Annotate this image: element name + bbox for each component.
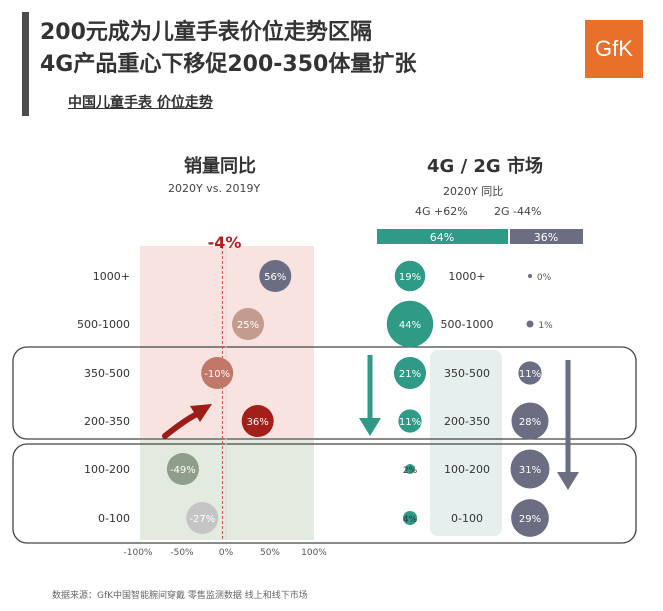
share-bubble-label: 19% <box>399 272 421 283</box>
x-tick-label: 100% <box>301 548 327 558</box>
yoy-bubble <box>259 260 292 292</box>
right-category-label: 500-1000 <box>441 318 494 331</box>
segment-box-0-200 <box>12 443 637 544</box>
page-title-line1: 200元成为儿童手表价位走势区隔 <box>40 20 372 45</box>
header-bar <box>22 12 29 116</box>
share-bubble <box>398 409 422 433</box>
yoy-bubble-label: 56% <box>264 272 286 283</box>
negative-zone-bg <box>140 440 314 540</box>
share-bubble <box>405 464 415 474</box>
data-source: 数据来源：GfK中国智能腕间穿戴 零售监测数据 线上和线下市场 <box>52 591 308 601</box>
share-bubble <box>526 320 534 328</box>
upward-arrow-shaft <box>162 411 200 439</box>
share-bubble-label: 21% <box>399 369 421 380</box>
x-tick-label: -50% <box>170 548 194 558</box>
yoy-bubble-label: 25% <box>237 320 259 331</box>
share-bubble <box>511 499 549 537</box>
right-highlight-bg <box>430 350 502 536</box>
down-arrow-4g-icon <box>359 418 381 436</box>
left-category-label: 350-500 <box>84 367 130 380</box>
share-bubble <box>403 511 417 525</box>
yoy-bubble-label: 36% <box>247 417 269 428</box>
yoy-bubble-label: -49% <box>170 465 196 476</box>
yoy-bubble <box>166 453 199 485</box>
share-bubble-label: 44% <box>399 320 421 331</box>
left-category-label: 500-1000 <box>77 318 130 331</box>
down-arrow-2g-icon <box>557 472 579 490</box>
segment-box-200-500 <box>12 346 637 440</box>
share-bar-4g <box>377 229 508 244</box>
right-panel-title: 4G / 2G 市场 <box>427 156 543 177</box>
right-category-label: 0-100 <box>451 512 483 525</box>
right-category-label: 1000+ <box>448 270 485 283</box>
yoy-bubble <box>186 502 219 534</box>
yoy-bubble <box>241 405 274 437</box>
share-bubble-label: 4% <box>403 515 418 525</box>
yoy-bubble-label: -10% <box>204 369 230 380</box>
yoy-bubble <box>201 357 234 389</box>
right-category-label: 350-500 <box>444 367 490 380</box>
upward-arrow-head-icon <box>190 404 212 422</box>
x-tick-label: 50% <box>260 548 280 558</box>
left-category-label: 100-200 <box>84 463 130 476</box>
yoy-bubble-label: -27% <box>189 514 215 525</box>
page-subtitle: 中国儿童手表 价位走势 <box>68 95 213 111</box>
right-panel-period: 2020Y 同比 <box>443 185 504 198</box>
share-label-4g: 64% <box>430 231 454 244</box>
yoy-bubble <box>232 308 264 340</box>
share-bubble <box>394 260 426 292</box>
left-category-label: 0-100 <box>98 512 130 525</box>
gfk-logo: GfK <box>585 20 643 78</box>
left-panel-title: 销量同比 <box>184 156 256 177</box>
page-title-line2: 4G产品重心下移促200-350体量扩张 <box>40 52 417 77</box>
share-label-2g: 36% <box>534 231 558 244</box>
share-bubble-label: 31% <box>519 465 541 476</box>
left-category-label: 200-350 <box>84 415 130 428</box>
right-category-label: 100-200 <box>444 463 490 476</box>
share-bubble-label: 2% <box>403 466 418 476</box>
growth-2g-label: 2G -44% <box>494 205 542 218</box>
share-bubble-label: 11% <box>399 417 421 428</box>
reference-label: -4% <box>208 233 242 252</box>
share-bubble <box>510 449 550 489</box>
share-bubble-label: 1% <box>538 321 553 331</box>
share-bubble-label: 11% <box>519 369 541 380</box>
share-bubble-label: 28% <box>519 417 541 428</box>
share-bubble <box>386 300 434 348</box>
share-bar-2g <box>510 229 583 244</box>
right-category-label: 200-350 <box>444 415 490 428</box>
share-bubble-label: 29% <box>519 514 541 525</box>
x-tick-label: -100% <box>124 548 153 558</box>
share-bubble <box>518 361 542 385</box>
growth-4g-label: 4G +62% <box>415 205 468 218</box>
share-bubble <box>528 274 532 278</box>
left-category-label: 1000+ <box>93 270 130 283</box>
share-bubble <box>511 402 549 440</box>
share-bubble <box>393 356 427 390</box>
left-panel-period: 2020Y vs. 2019Y <box>168 182 261 195</box>
x-tick-label: 0% <box>219 548 234 558</box>
share-bubble-label: 0% <box>537 273 552 283</box>
